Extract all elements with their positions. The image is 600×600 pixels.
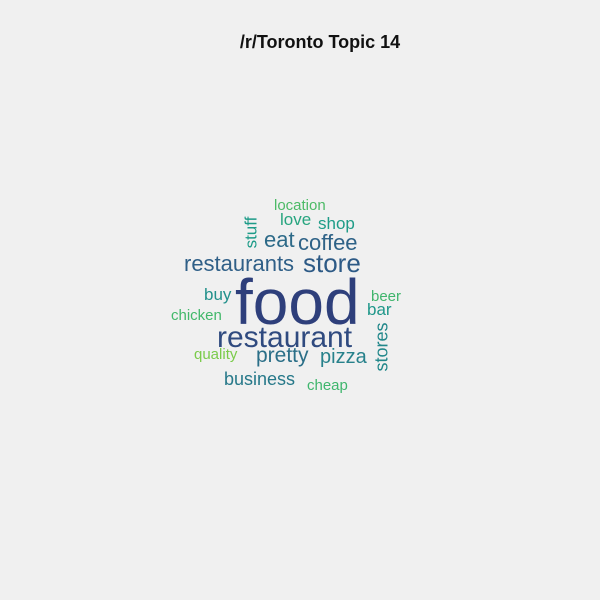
word-stores: stores — [371, 322, 392, 372]
word-restaurants: restaurants — [184, 251, 295, 276]
word-coffee: coffee — [298, 230, 358, 255]
word-quality: quality — [194, 346, 238, 363]
word-bar: bar — [367, 300, 392, 319]
word-love: love — [280, 210, 312, 229]
word-stuff: stuff — [241, 216, 261, 249]
word-restaurant: restaurant — [217, 321, 353, 354]
word-food: food — [235, 266, 360, 338]
page-title: /r/Toronto Topic 14 — [239, 32, 401, 52]
word-beer: beer — [371, 288, 402, 305]
word-pretty: pretty — [256, 344, 309, 367]
word-buy: buy — [204, 285, 232, 304]
word-store: store — [303, 248, 361, 278]
word-business: business — [224, 369, 296, 389]
word-pizza: pizza — [320, 346, 367, 368]
word-location: location — [274, 197, 326, 214]
word-chicken: chicken — [171, 307, 222, 324]
word-shop: shop — [318, 214, 355, 233]
word-eat: eat — [264, 227, 295, 252]
word-cheap: cheap — [307, 377, 348, 394]
